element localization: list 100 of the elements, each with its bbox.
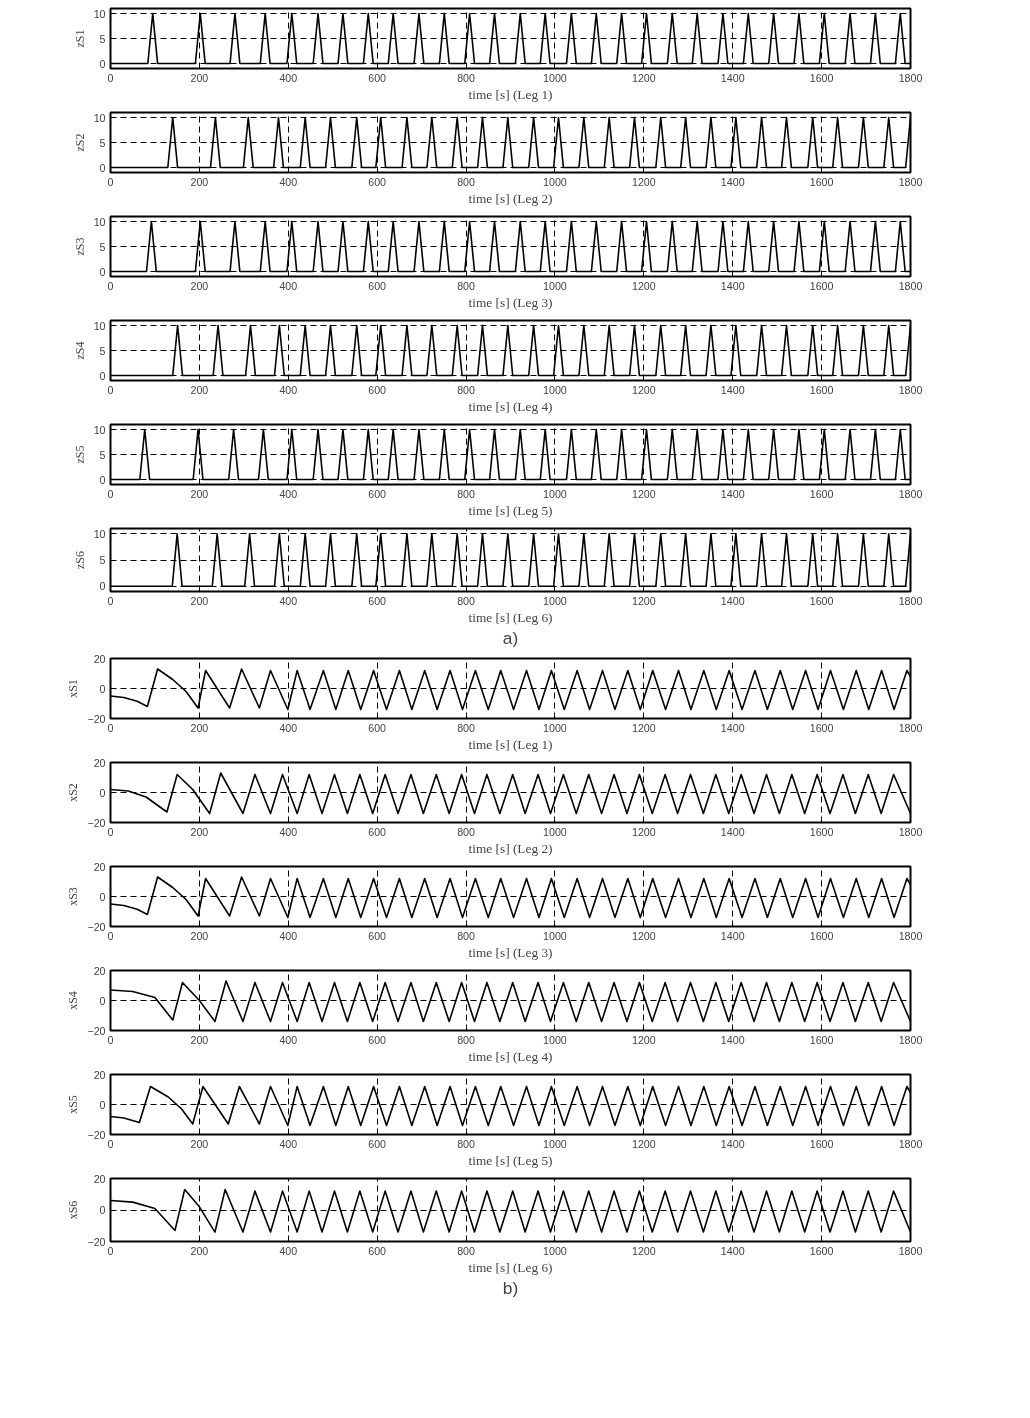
x-tick-label: 1000 xyxy=(543,721,567,734)
y-tick-label: −20 xyxy=(87,1024,106,1037)
x-tick-label: 200 xyxy=(190,1137,209,1150)
x-axis-title: time [s] (Leg 5) xyxy=(468,1152,553,1168)
x-axis-title: time [s] (Leg 1) xyxy=(468,86,553,102)
x-tick-label: 600 xyxy=(368,487,387,500)
x-tick-label: 400 xyxy=(279,1137,298,1150)
y-tick-label: −20 xyxy=(87,816,106,829)
x-tick-label: 1000 xyxy=(543,825,567,838)
text: a) xyxy=(502,627,519,648)
y-axis-title: zS3 xyxy=(72,237,87,256)
y-tick-label: 5 xyxy=(99,240,106,253)
x-tick-label: 1600 xyxy=(809,1244,834,1257)
x-tick-label: 400 xyxy=(279,71,298,84)
y-tick-label: 5 xyxy=(99,448,106,461)
x-tick-label: 1200 xyxy=(631,825,656,838)
y-tick-label: 20 xyxy=(93,964,106,977)
x-axis-title: time [s] (Leg 2) xyxy=(468,840,553,856)
y-tick-label: 5 xyxy=(99,344,106,357)
y-tick-label: 0 xyxy=(99,1204,106,1216)
x-tick-label: 1800 xyxy=(898,594,923,607)
x-tick-label: 1000 xyxy=(543,175,567,188)
x-tick-label: 1200 xyxy=(631,929,656,942)
y-tick-label: 20 xyxy=(93,652,106,665)
y-tick-label: 0 xyxy=(99,1098,106,1111)
x-tick-label: 1400 xyxy=(720,1137,745,1150)
x-tick-label: 200 xyxy=(190,487,209,500)
x-tick-label: 200 xyxy=(190,721,209,734)
x-tick-label: 0 xyxy=(107,279,114,292)
x-tick-label: 1200 xyxy=(631,1033,656,1046)
x-tick-label: 1400 xyxy=(720,487,745,500)
x-tick-label: 1200 xyxy=(631,487,656,500)
x-tick-label: 0 xyxy=(107,1244,114,1257)
y-tick-label: 10 xyxy=(93,215,106,228)
x-tick-label: 1200 xyxy=(631,279,656,292)
y-tick-label: 20 xyxy=(93,1068,106,1081)
y-tick-label: −20 xyxy=(87,712,106,725)
x-tick-label: 1600 xyxy=(809,175,834,188)
x-axis-title: time [s] (Leg 1) xyxy=(468,736,553,752)
x-tick-label: 1600 xyxy=(809,279,834,292)
x-tick-label: 1400 xyxy=(720,71,745,84)
x-axis-title: time [s] (Leg 3) xyxy=(468,294,553,310)
x-tick-label: 1800 xyxy=(898,175,923,188)
x-tick-label: 1400 xyxy=(720,279,745,292)
x-tick-label: 1600 xyxy=(809,594,834,607)
x-tick-label: 1000 xyxy=(543,279,567,292)
y-axis-title: zS5 xyxy=(72,445,87,464)
y-tick-label: 0 xyxy=(99,682,106,695)
y-axis-title: xS1 xyxy=(66,679,81,698)
y-tick-label: 10 xyxy=(93,527,106,540)
y-tick-label: −20 xyxy=(87,1235,106,1248)
x-tick-label: 400 xyxy=(279,279,298,292)
x-tick-label: 1000 xyxy=(543,1033,567,1046)
x-tick-label: 800 xyxy=(457,1033,476,1046)
y-axis-title: xS3 xyxy=(66,887,81,906)
x-tick-label: 1400 xyxy=(720,1033,745,1046)
y-tick-label: −20 xyxy=(87,1128,106,1141)
y-tick-label: 0 xyxy=(99,369,106,382)
x-tick-label: 0 xyxy=(107,487,114,500)
y-tick-label: 0 xyxy=(99,890,106,903)
x-tick-label: 1600 xyxy=(809,383,834,396)
x-tick-label: 1600 xyxy=(809,1033,834,1046)
x-tick-label: 1800 xyxy=(898,1033,923,1046)
x-tick-label: 0 xyxy=(107,71,114,84)
y-axis-title: xS5 xyxy=(66,1095,81,1114)
x-tick-label: 1200 xyxy=(631,594,656,607)
x-tick-label: 200 xyxy=(190,594,209,607)
x-tick-label: 1600 xyxy=(809,71,834,84)
y-axis-title: xS6 xyxy=(66,1200,81,1220)
x-tick-label: 1800 xyxy=(898,929,923,942)
x-tick-label: 800 xyxy=(457,594,476,607)
y-tick-label: 0 xyxy=(99,580,106,593)
x-tick-label: 1800 xyxy=(898,487,923,500)
x-tick-label: 800 xyxy=(457,1244,476,1257)
x-tick-label: 1200 xyxy=(631,383,656,396)
x-tick-label: 400 xyxy=(279,1033,298,1046)
y-tick-label: 10 xyxy=(93,111,106,124)
x-axis-title: time [s] (Leg 4) xyxy=(468,398,553,414)
x-tick-label: 1000 xyxy=(543,1244,567,1257)
y-tick-label: 20 xyxy=(93,860,106,873)
x-tick-label: 600 xyxy=(368,175,387,188)
x-tick-label: 0 xyxy=(107,825,114,838)
x-tick-label: 200 xyxy=(190,825,209,838)
x-tick-label: 800 xyxy=(457,929,476,942)
x-axis-title: time [s] (Leg 4) xyxy=(468,1048,553,1064)
x-tick-label: 200 xyxy=(190,383,209,396)
y-tick-label: 5 xyxy=(99,554,106,566)
x-tick-label: 400 xyxy=(279,594,298,607)
x-tick-label: 800 xyxy=(457,383,476,396)
x-tick-label: 0 xyxy=(107,594,114,607)
x-tick-label: 800 xyxy=(457,721,476,734)
x-tick-label: 400 xyxy=(279,383,298,396)
x-tick-label: 600 xyxy=(368,1033,387,1046)
y-axis-title: zS4 xyxy=(72,341,87,360)
x-tick-label: 1200 xyxy=(631,1137,656,1150)
x-tick-label: 1000 xyxy=(543,1137,567,1150)
x-tick-label: 1000 xyxy=(543,929,567,942)
x-tick-label: 1000 xyxy=(543,71,567,84)
x-tick-label: 400 xyxy=(279,487,298,500)
x-tick-label: 1400 xyxy=(720,1244,745,1257)
